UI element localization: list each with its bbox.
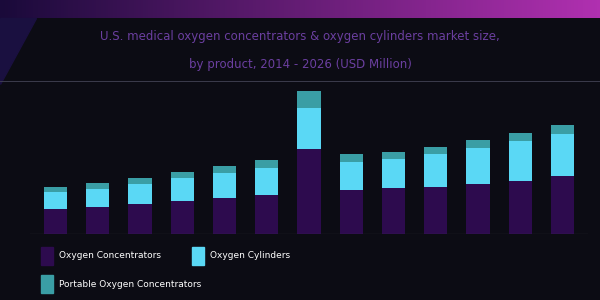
- Bar: [170, 201, 194, 234]
- Bar: [424, 154, 448, 187]
- Bar: [255, 168, 278, 195]
- Text: Oxygen Cylinders: Oxygen Cylinders: [211, 251, 290, 260]
- Bar: [382, 152, 405, 159]
- Bar: [44, 192, 67, 209]
- Bar: [213, 198, 236, 234]
- Bar: [86, 189, 109, 207]
- Bar: [424, 147, 448, 154]
- Bar: [298, 108, 320, 149]
- Bar: [340, 154, 363, 162]
- Bar: [551, 134, 574, 176]
- Bar: [170, 178, 194, 201]
- Bar: [192, 247, 204, 265]
- Bar: [424, 187, 448, 234]
- Bar: [509, 181, 532, 234]
- Bar: [255, 195, 278, 234]
- Bar: [466, 140, 490, 148]
- Text: U.S. medical oxygen concentrators & oxygen cylinders market size,: U.S. medical oxygen concentrators & oxyg…: [100, 30, 500, 43]
- Bar: [551, 125, 574, 134]
- Bar: [128, 184, 152, 204]
- Bar: [44, 209, 67, 234]
- Bar: [41, 247, 53, 265]
- Text: Portable Oxygen Concentrators: Portable Oxygen Concentrators: [59, 280, 202, 289]
- Bar: [128, 178, 152, 184]
- Text: Oxygen Concentrators: Oxygen Concentrators: [59, 251, 161, 260]
- Bar: [509, 133, 532, 141]
- Bar: [44, 187, 67, 192]
- Bar: [86, 184, 109, 189]
- Bar: [213, 167, 236, 173]
- Bar: [255, 160, 278, 168]
- Bar: [466, 148, 490, 184]
- Bar: [382, 159, 405, 188]
- Bar: [340, 190, 363, 234]
- Polygon shape: [0, 18, 36, 84]
- Bar: [382, 188, 405, 234]
- Bar: [340, 162, 363, 190]
- Bar: [128, 204, 152, 234]
- Bar: [551, 176, 574, 234]
- Bar: [509, 141, 532, 181]
- Bar: [170, 172, 194, 178]
- Text: by product, 2014 - 2026 (USD Million): by product, 2014 - 2026 (USD Million): [188, 58, 412, 71]
- Bar: [213, 173, 236, 198]
- Bar: [86, 207, 109, 234]
- Bar: [298, 91, 320, 108]
- Bar: [298, 149, 320, 234]
- Bar: [466, 184, 490, 234]
- Bar: [41, 275, 53, 293]
